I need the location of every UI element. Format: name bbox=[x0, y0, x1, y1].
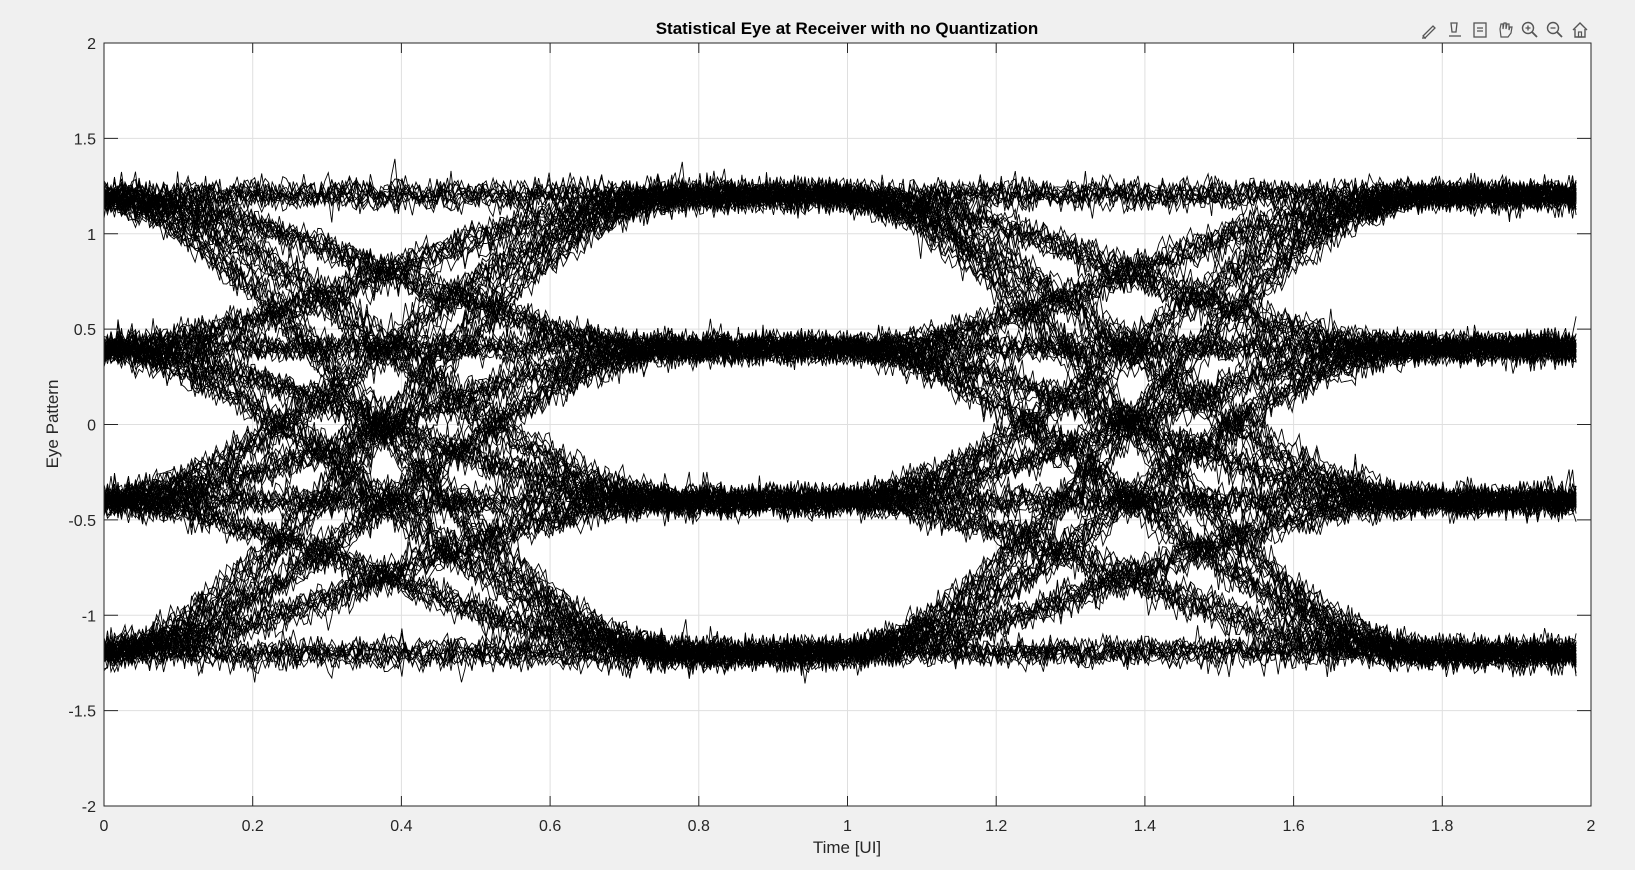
home-icon[interactable] bbox=[1568, 18, 1591, 41]
eye-trace bbox=[104, 176, 1577, 520]
y-tick-label: -2 bbox=[82, 799, 96, 816]
y-tick-label: -1.5 bbox=[68, 704, 96, 721]
x-tick-label: 1 bbox=[843, 818, 852, 835]
y-tick-label: -1 bbox=[82, 608, 96, 625]
eye-trace bbox=[104, 171, 1577, 524]
y-tick-label: 0.5 bbox=[74, 322, 96, 339]
eye-trace bbox=[104, 341, 1577, 524]
x-tick-label: 1.6 bbox=[1282, 818, 1304, 835]
y-axis-label: Eye Pattern bbox=[43, 380, 62, 469]
eye-trace bbox=[104, 172, 1577, 359]
eye-trace bbox=[104, 180, 1577, 367]
eye-trace bbox=[104, 172, 1577, 667]
zoom-in-icon[interactable] bbox=[1518, 18, 1541, 41]
x-tick-label: 1.8 bbox=[1431, 818, 1453, 835]
eye-traces bbox=[104, 158, 1577, 684]
eye-trace bbox=[104, 191, 1577, 674]
y-tick-label: -0.5 bbox=[68, 513, 96, 530]
y-tick-label: 1 bbox=[87, 227, 96, 244]
eye-trace bbox=[104, 186, 1577, 678]
y-tick-label: 0 bbox=[87, 418, 96, 435]
x-tick-label: 2 bbox=[1587, 818, 1596, 835]
axes-toolbar bbox=[1418, 18, 1591, 42]
datatip-icon[interactable] bbox=[1443, 18, 1466, 41]
eye-trace bbox=[104, 181, 1577, 369]
eye-trace bbox=[104, 158, 1577, 220]
eye-trace bbox=[104, 328, 1577, 674]
eye-trace bbox=[104, 175, 1577, 218]
eye-trace bbox=[104, 170, 1577, 672]
x-tick-label: 0 bbox=[100, 818, 109, 835]
eye-trace bbox=[104, 172, 1577, 519]
eye-trace bbox=[104, 171, 1577, 514]
y-tick-label: 2 bbox=[87, 36, 96, 53]
eye-trace bbox=[104, 188, 1577, 673]
eye-trace bbox=[104, 179, 1577, 519]
x-tick-label: 0.4 bbox=[390, 818, 412, 835]
chart-title: Statistical Eye at Receiver with no Quan… bbox=[656, 19, 1039, 38]
y-tick-label: 1.5 bbox=[74, 131, 96, 148]
x-tick-label: 0.8 bbox=[688, 818, 710, 835]
eye-trace bbox=[104, 180, 1577, 671]
x-tick-label: 0.2 bbox=[242, 818, 264, 835]
x-tick-label: 0.6 bbox=[539, 818, 561, 835]
eye-trace bbox=[104, 174, 1577, 363]
zoom-out-icon[interactable] bbox=[1543, 18, 1566, 41]
eye-trace bbox=[104, 176, 1577, 214]
eye-trace bbox=[104, 329, 1577, 520]
eye-trace bbox=[104, 174, 1577, 355]
eye-trace bbox=[104, 186, 1577, 367]
pan-icon[interactable] bbox=[1493, 18, 1516, 41]
eye-trace bbox=[104, 177, 1577, 516]
rotate-icon[interactable] bbox=[1468, 18, 1491, 41]
eye-trace bbox=[104, 180, 1577, 670]
x-tick-label: 1.4 bbox=[1134, 818, 1156, 835]
x-tick-label: 1.2 bbox=[985, 818, 1007, 835]
eye-trace bbox=[104, 171, 1577, 372]
x-axis-label: Time [UI] bbox=[813, 838, 881, 857]
brush-icon[interactable] bbox=[1418, 18, 1441, 41]
axis-ticks: 0 0.2 0.4 0.6 0.8 1 1.2 1.4 1.6 1.8 2 -2 -1.5 -1 -0.5 0… bbox=[68, 36, 1595, 835]
eye-trace bbox=[104, 185, 1577, 674]
